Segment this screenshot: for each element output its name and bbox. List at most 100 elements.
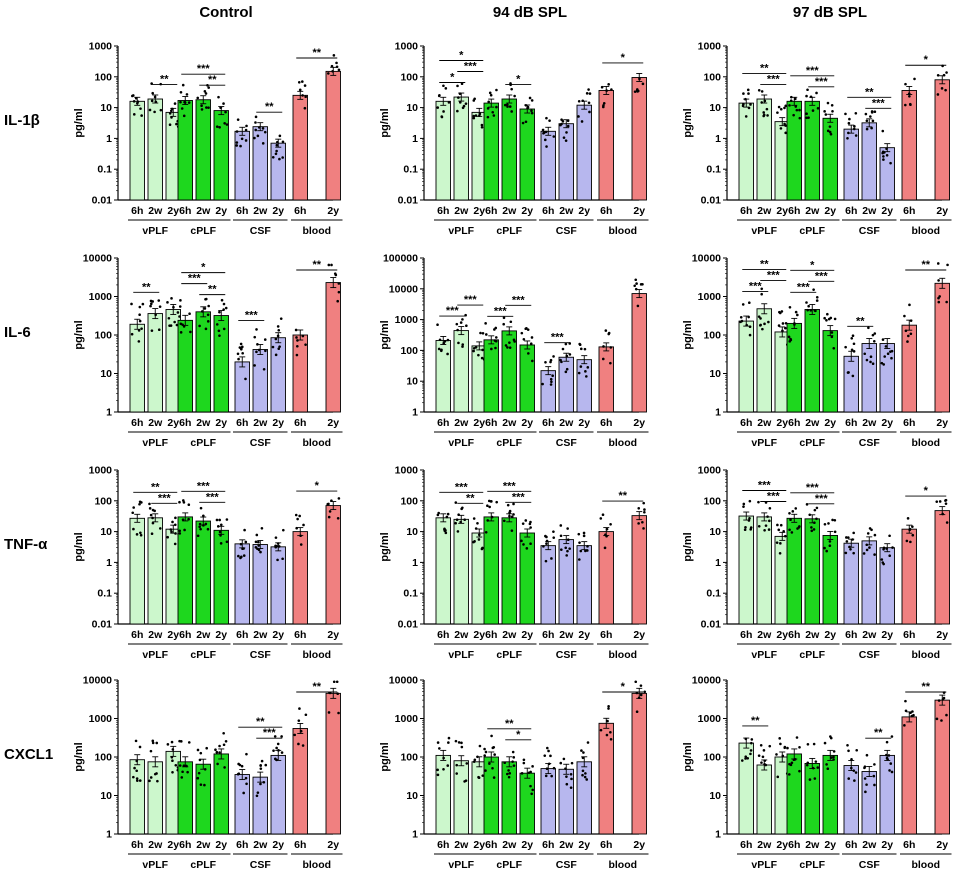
data-point <box>273 735 277 738</box>
significance-label: ** <box>151 481 160 493</box>
data-point <box>864 112 868 116</box>
group-label: vPLF <box>142 225 168 237</box>
data-point <box>149 513 153 517</box>
significance-label: ** <box>312 47 321 59</box>
data-point <box>489 93 493 97</box>
data-point <box>149 299 153 303</box>
data-point <box>904 82 907 86</box>
data-point <box>272 749 275 752</box>
data-point <box>635 710 639 713</box>
data-point <box>810 526 813 529</box>
data-point <box>278 157 281 161</box>
bar-cPLF-2y <box>213 315 229 413</box>
data-point <box>749 749 753 752</box>
group-label: CSF <box>556 225 578 237</box>
data-point <box>762 749 766 752</box>
data-point <box>586 545 589 548</box>
data-point <box>456 328 459 332</box>
bar-CSF-2w <box>861 771 877 835</box>
x-tick-label: 2y <box>272 629 284 641</box>
data-point <box>256 540 260 544</box>
data-point <box>436 773 440 777</box>
data-point <box>757 315 761 318</box>
data-point <box>602 101 606 105</box>
y-axis-label: pg/ml <box>379 742 391 771</box>
data-point <box>207 304 210 308</box>
bar-vPLF-6h <box>435 100 451 201</box>
bar-vPLF-2w <box>147 98 163 201</box>
bar-CSF-2w <box>558 356 574 413</box>
data-point <box>460 507 463 511</box>
data-point <box>260 527 264 530</box>
data-point <box>180 776 184 779</box>
data-point <box>507 769 510 772</box>
data-point <box>577 532 581 536</box>
column-title: 94 dB SPL <box>493 4 567 21</box>
data-point <box>148 779 151 783</box>
data-point <box>828 125 832 128</box>
data-point <box>504 344 508 347</box>
data-point <box>768 519 771 523</box>
significance-label: ** <box>142 281 151 293</box>
data-point <box>559 358 562 362</box>
data-point <box>301 744 305 747</box>
data-point <box>833 518 837 522</box>
data-point <box>748 333 752 337</box>
y-tick-label: 1 <box>106 407 112 419</box>
significance-label: *** <box>245 310 259 322</box>
data-point <box>512 513 515 516</box>
data-point <box>750 738 754 741</box>
data-point <box>222 308 225 311</box>
data-point <box>845 540 849 543</box>
x-tick-label: 2y <box>633 205 645 217</box>
data-point <box>544 360 547 364</box>
x-tick-label: 6h <box>600 839 612 851</box>
y-tick-label: 10 <box>100 790 112 802</box>
data-point <box>275 746 278 750</box>
data-point <box>296 339 299 342</box>
data-point <box>239 342 243 346</box>
x-tick-label: 6h <box>236 629 248 641</box>
data-point <box>846 137 849 140</box>
data-point <box>206 527 210 531</box>
data-point <box>911 533 915 537</box>
bar-cPLF-2w <box>501 517 517 625</box>
bar-blood-2y <box>631 77 647 201</box>
data-point <box>304 713 308 717</box>
data-point <box>776 111 779 114</box>
data-point <box>564 370 568 374</box>
data-point <box>204 297 207 301</box>
bar-blood-6h <box>901 528 917 625</box>
data-point <box>814 760 818 763</box>
bar-CSF-2y <box>576 761 592 835</box>
data-point <box>278 345 281 348</box>
data-point <box>295 336 298 339</box>
y-tick-label: 100 <box>94 330 112 342</box>
data-point <box>786 746 789 750</box>
y-tick-label: 0.1 <box>706 588 721 600</box>
data-point <box>937 300 941 304</box>
data-point <box>174 763 178 767</box>
x-tick-label: 2y <box>578 839 590 851</box>
significance-label: *** <box>197 63 211 75</box>
data-point <box>827 522 830 525</box>
significance-label: ** <box>760 259 769 271</box>
y-tick-label: 100000 <box>383 253 418 265</box>
data-point <box>216 525 220 528</box>
data-point <box>779 523 783 527</box>
significance-label: ** <box>856 315 865 327</box>
data-point <box>171 520 174 524</box>
data-point <box>763 759 767 762</box>
data-point <box>530 111 534 115</box>
data-point <box>798 769 801 773</box>
data-point <box>276 334 280 338</box>
data-point <box>762 111 766 114</box>
data-point <box>157 299 161 302</box>
data-point <box>816 766 820 769</box>
data-point <box>298 707 301 710</box>
data-point <box>583 347 587 351</box>
data-point <box>276 325 280 328</box>
data-point <box>937 279 940 282</box>
group-label: vPLF <box>751 649 777 661</box>
data-point <box>904 103 907 107</box>
